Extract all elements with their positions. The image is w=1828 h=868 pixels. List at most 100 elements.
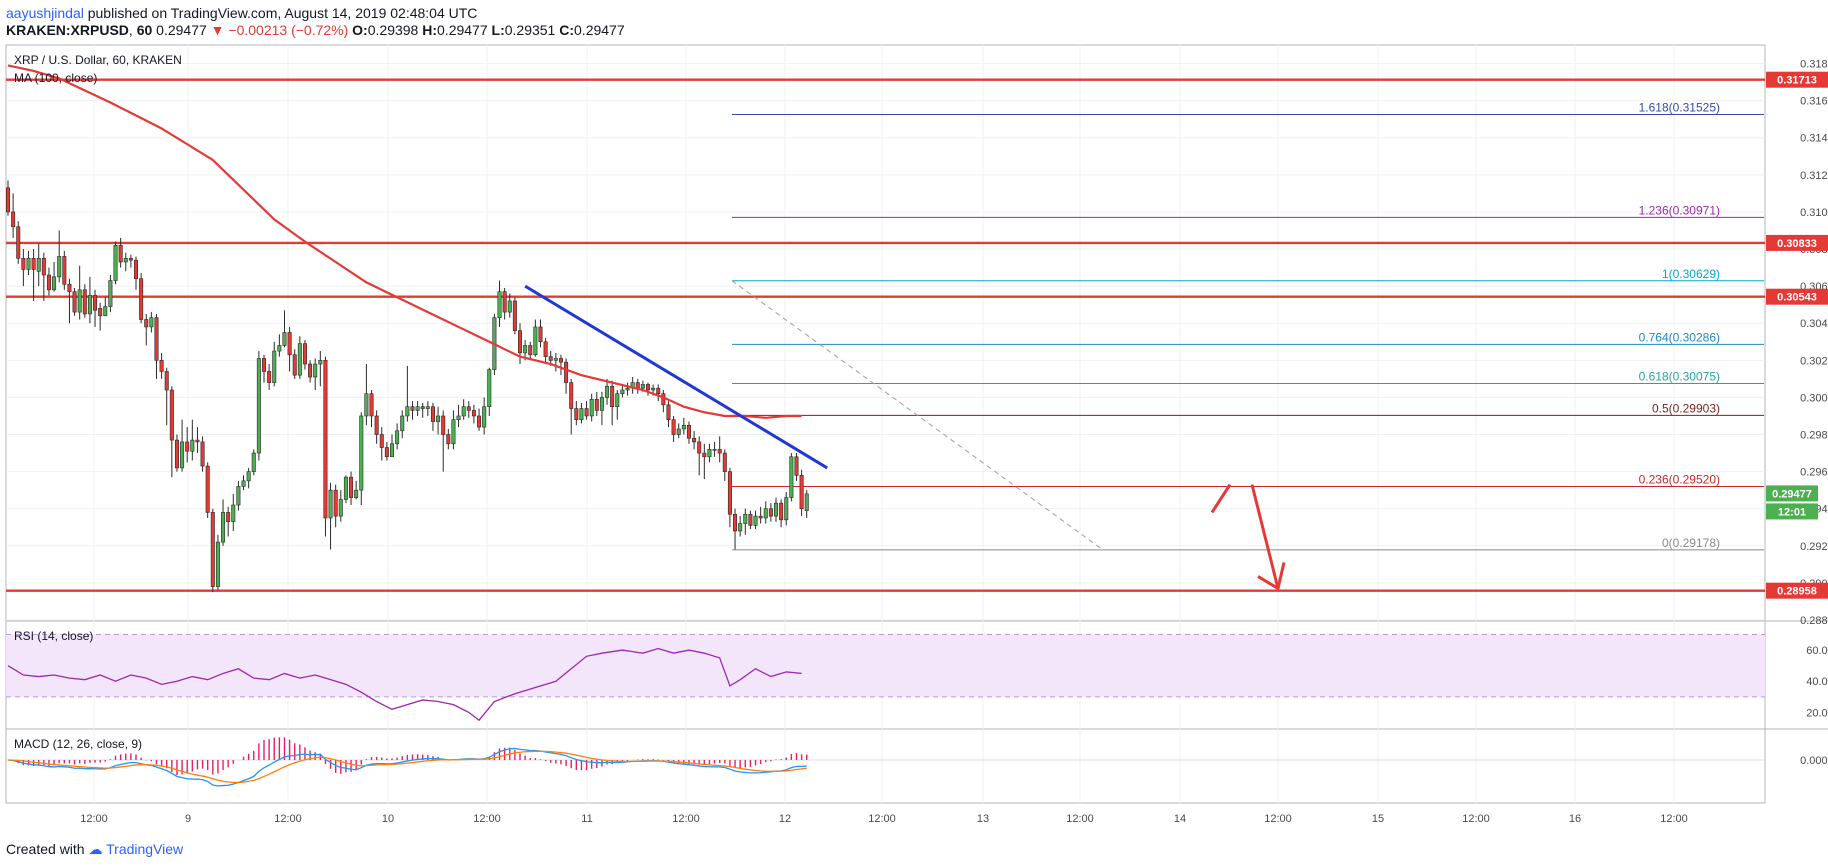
price-change: −0.00213 (−0.72%)	[228, 22, 349, 38]
low-value: 0.29351	[504, 22, 556, 38]
fib-level-label: 0.764(0.30286)	[1639, 330, 1720, 344]
candle-body	[180, 441, 185, 469]
candle-body	[666, 404, 671, 420]
publisher-link[interactable]: aayushjindal	[6, 5, 84, 21]
candle-body	[251, 452, 256, 472]
macd-pane	[6, 737, 1765, 787]
x-tick-label: 16	[1569, 813, 1581, 825]
candle-body	[200, 441, 205, 467]
candle-body	[451, 419, 456, 445]
candle-body	[574, 408, 579, 420]
candle-body	[205, 465, 210, 513]
x-tick-label: 14	[1174, 813, 1186, 825]
candle-body	[651, 387, 656, 391]
candle-body	[16, 226, 21, 259]
y-tick-label: 0.30400	[1800, 318, 1828, 330]
fib-level-label: 0.236(0.29520)	[1639, 472, 1720, 486]
moving-average-line	[7, 64, 802, 419]
candle-body	[584, 408, 589, 417]
candle-body	[221, 512, 226, 543]
candle-body	[605, 385, 610, 398]
candle-body	[287, 332, 292, 356]
candle-body	[441, 415, 446, 435]
level-price-label: 0.31713	[1777, 75, 1817, 87]
last-price-label: 0.29477	[1772, 488, 1812, 500]
candle-body	[594, 398, 599, 411]
macd-indicator-label: MACD (12, 26, close, 9)	[14, 737, 142, 751]
projected-drop-arrow	[1250, 484, 1280, 589]
candle-body	[517, 330, 522, 354]
y-tick-label: 0.29800	[1800, 430, 1828, 442]
rsi-tick-label: 40.00	[1806, 676, 1828, 688]
x-tick-label: 12:00	[274, 813, 302, 825]
candle-body	[195, 439, 200, 443]
candle-body	[446, 434, 451, 445]
candle-body	[67, 283, 72, 292]
x-tick-label: 11	[581, 813, 592, 825]
candle-body	[159, 360, 164, 372]
axes: 12:00 9 12:00 10 12:00 11 12:00 12 12:00 13 12:00 1…	[80, 59, 1828, 825]
candle-body	[6, 187, 11, 213]
candle-body	[538, 326, 543, 343]
candle-body	[400, 415, 405, 432]
candle-body	[26, 258, 31, 270]
candle-body	[302, 343, 307, 365]
candle-body	[77, 289, 82, 313]
macd-line	[7, 747, 807, 787]
candle-body	[589, 398, 594, 417]
candle-body	[185, 441, 190, 452]
candle-body	[763, 508, 768, 519]
x-tick-label: 12:00	[1066, 813, 1094, 825]
macd-tick-label: 0.00000	[1800, 755, 1828, 767]
candle-body	[272, 350, 277, 383]
x-tick-label: 12:00	[1264, 813, 1292, 825]
candle-body	[46, 274, 51, 291]
candle-body	[615, 393, 620, 407]
candle-body	[349, 476, 354, 498]
candle-body	[471, 410, 476, 417]
candle-body	[415, 406, 420, 411]
candle-body	[656, 387, 661, 395]
arrow-head-icon	[1257, 562, 1286, 591]
candle-body	[692, 437, 697, 443]
chart-canvas[interactable]: 1.618(0.31525) 1.236(0.30971) 1(0.30629) 0.…	[0, 0, 1828, 836]
candle-body	[210, 512, 215, 587]
created-with-text: Created with	[6, 841, 85, 857]
tradingview-link[interactable]: TradingView	[106, 841, 184, 857]
fib-level-label: 1.618(0.31525)	[1639, 101, 1720, 115]
level-price-label: 0.30833	[1777, 238, 1817, 250]
candle-body	[134, 259, 139, 280]
candle-body	[87, 295, 92, 315]
ma-indicator-label: MA (100, close)	[14, 71, 97, 85]
y-tick-label: 0.29200	[1800, 541, 1828, 553]
candle-body	[799, 475, 804, 510]
candle-body	[625, 387, 630, 391]
low-label: L:	[491, 22, 505, 38]
tradingview-logo-icon: ☁	[88, 841, 103, 857]
candle-body	[108, 280, 113, 307]
candle-body	[62, 256, 67, 285]
level-price-badge	[1766, 288, 1828, 305]
candle-body	[36, 258, 41, 272]
rsi-line	[7, 647, 802, 722]
y-tick-label: 0.31200	[1800, 170, 1828, 182]
candle-body	[773, 502, 778, 517]
candle-body	[420, 406, 425, 409]
close-label: C:	[559, 22, 575, 38]
candle-body	[564, 361, 569, 383]
candle-body	[241, 480, 246, 487]
candle-body	[748, 513, 753, 526]
y-tick-label: 0.28800	[1800, 615, 1828, 627]
candle-body	[72, 291, 77, 313]
fib-level-label: 0(0.29178)	[1662, 536, 1720, 550]
candle-body	[733, 513, 738, 532]
candle-body	[553, 358, 558, 361]
candle-body	[702, 452, 707, 458]
fib-level-label: 1(0.30629)	[1662, 267, 1720, 281]
candle-body	[128, 258, 133, 261]
x-tick-label: 12	[779, 813, 791, 825]
candle-body	[758, 515, 763, 519]
candle-body	[354, 489, 359, 498]
fib-anchor-dashed-line	[731, 280, 1104, 551]
rsi-tick-label: 20.00	[1806, 707, 1828, 719]
